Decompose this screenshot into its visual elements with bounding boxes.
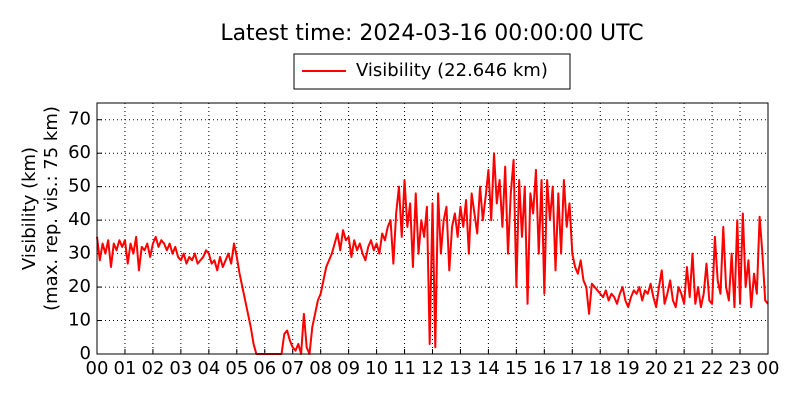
x-tick-label: 11 [393, 358, 416, 379]
x-tick-label: 21 [673, 358, 696, 379]
y-axis-label: Visibility (km) [19, 147, 40, 270]
legend-label: Visibility (22.646 km) [356, 60, 548, 81]
x-tick-label: 06 [253, 358, 276, 379]
x-tick-label: 18 [589, 358, 612, 379]
x-tick-label: 13 [449, 358, 472, 379]
x-tick-label: 23 [729, 358, 752, 379]
x-tick-label: 16 [533, 358, 556, 379]
x-tick-label: 17 [561, 358, 584, 379]
x-tick-label: 03 [169, 358, 192, 379]
y-tick-label: 50 [68, 176, 91, 197]
y-tick-label: 40 [68, 209, 91, 230]
x-tick-label: 05 [225, 358, 248, 379]
plot-frame [96, 102, 769, 355]
y-tick-label: 60 [68, 142, 91, 163]
x-tick-label: 00 [757, 358, 780, 379]
x-tick-label: 08 [309, 358, 332, 379]
y-tick-label: 30 [68, 243, 91, 264]
chart-title: Latest time: 2024-03-16 00:00:00 UTC [220, 21, 643, 46]
x-tick-label: 19 [617, 358, 640, 379]
y-tick-label: 0 [80, 343, 91, 364]
x-tick-label: 14 [477, 358, 500, 379]
x-tick-label: 00 [86, 358, 109, 379]
data-line [96, 152, 769, 355]
y-tick-label: 20 [68, 276, 91, 297]
x-tick-label: 04 [197, 358, 220, 379]
x-tick-label: 15 [505, 358, 528, 379]
y-tick-label: 70 [68, 109, 91, 130]
x-tick-label: 09 [337, 358, 360, 379]
y-tick-label: 10 [68, 310, 91, 331]
x-tick-label: 07 [281, 358, 304, 379]
x-tick-label: 20 [645, 358, 668, 379]
y-axis-label: (max. rep. vis.: 75 km) [41, 106, 62, 311]
x-tick-label: 10 [365, 358, 388, 379]
x-tick-label: 12 [421, 358, 444, 379]
x-tick-label: 01 [114, 358, 137, 379]
x-tick-label: 02 [141, 358, 164, 379]
x-tick-label: 22 [701, 358, 724, 379]
